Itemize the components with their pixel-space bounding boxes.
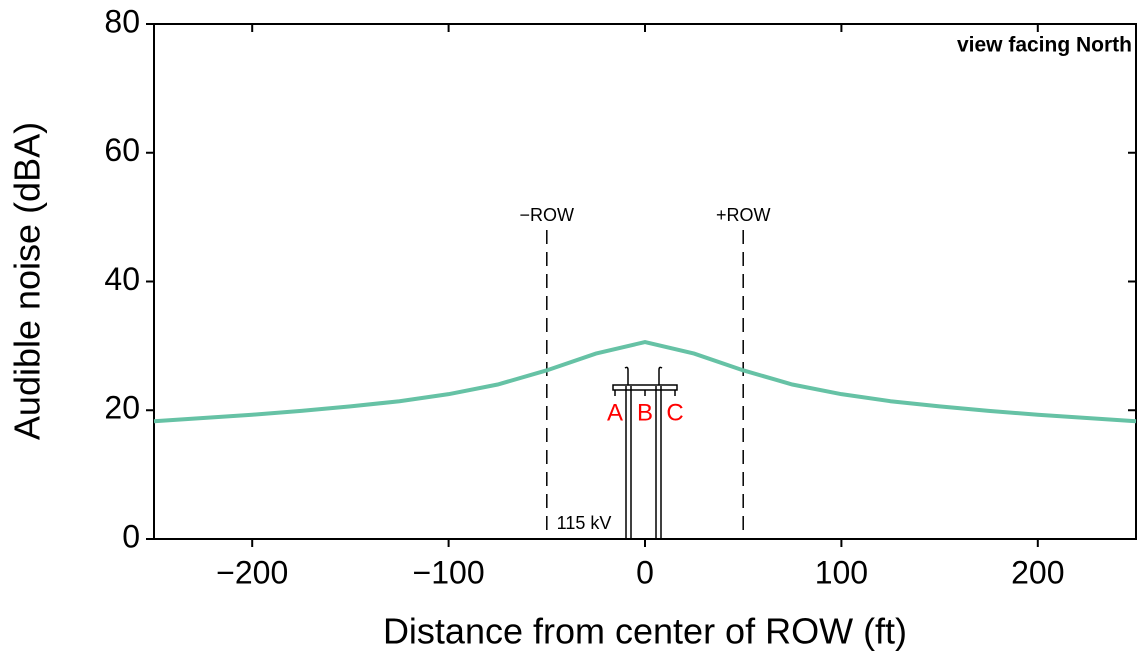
y-tick-label: 80 [104,3,140,39]
noise-line [153,339,1137,424]
row-label: +ROW [716,205,771,225]
y-tick-label: 0 [122,518,140,554]
shield-wire-hooks [624,366,663,385]
view-note: view facing North [957,34,1132,57]
y-tick-label: 20 [104,390,140,426]
voltage-label: 115 kV [557,513,612,533]
y-axis-label: Audible noise (dBA) [7,122,48,440]
y-tick-label: 40 [104,261,140,297]
y-tick-label: 60 [104,132,140,168]
crossarm [612,384,678,391]
x-axis-label: Distance from center of ROW (ft) [383,611,907,652]
x-tick-label: 100 [815,554,868,590]
tower [612,366,678,539]
row-label: −ROW [520,205,575,225]
phase-label: A [607,399,623,426]
phase-label: B [637,399,653,426]
plot-frame [153,23,1137,540]
x-tick-label: 200 [1011,554,1064,590]
x-tick-label: 0 [636,554,654,590]
x-tick-label: −100 [413,554,485,590]
x-tick-label: −200 [216,554,288,590]
phase-label: C [666,399,683,426]
